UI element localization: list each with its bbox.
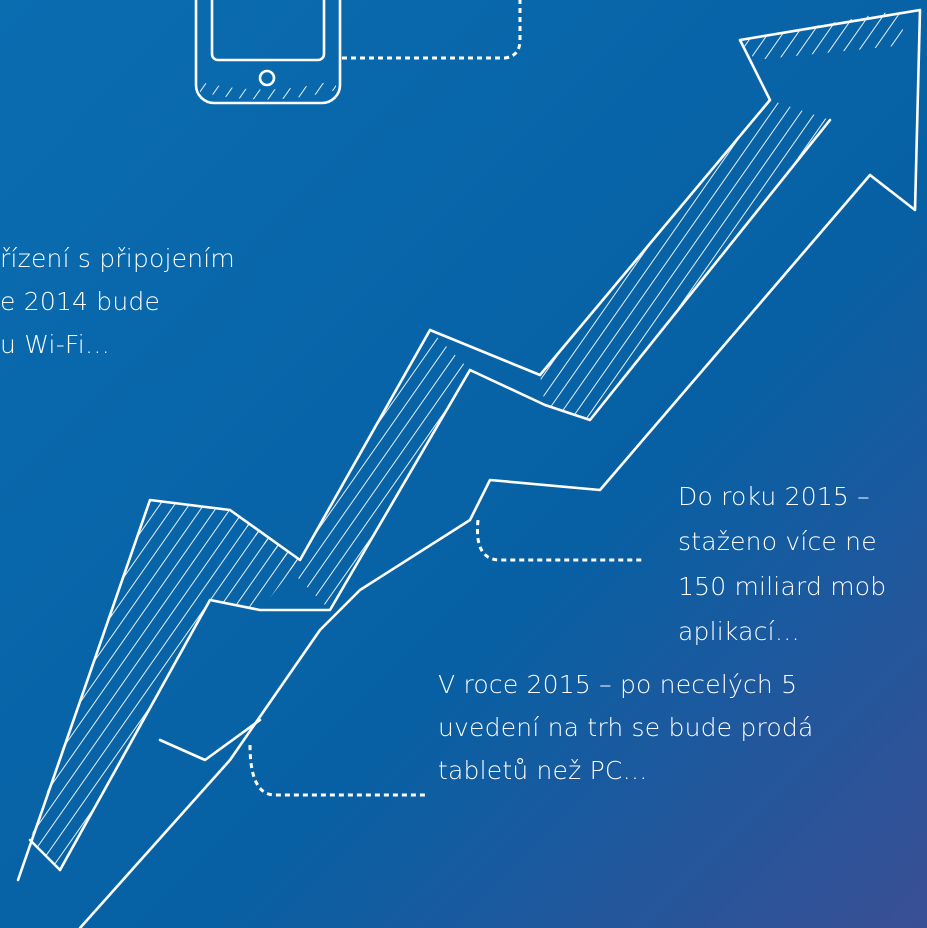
annotation-line: tabletů než PC… — [438, 756, 648, 785]
annotation-line: u Wi-Fi… — [0, 330, 110, 359]
annotation-line: řízení s připojením — [0, 244, 235, 273]
annotation-line: V roce 2015 – po necelých 5 — [438, 670, 797, 699]
annotation-line: staženo více ne — [678, 527, 877, 556]
annotation-line: uvedení na trh se bude prodá — [438, 713, 814, 742]
annotation-line: 150 miliard mob — [678, 572, 886, 601]
annotation-line: e 2014 bude — [0, 287, 160, 316]
infographic: řízení s připojením e 2014 bude u Wi-Fi… Do… — [0, 0, 927, 928]
annotation-line: aplikací… — [678, 617, 800, 646]
annotation-line: Do roku 2015 – — [678, 482, 870, 511]
